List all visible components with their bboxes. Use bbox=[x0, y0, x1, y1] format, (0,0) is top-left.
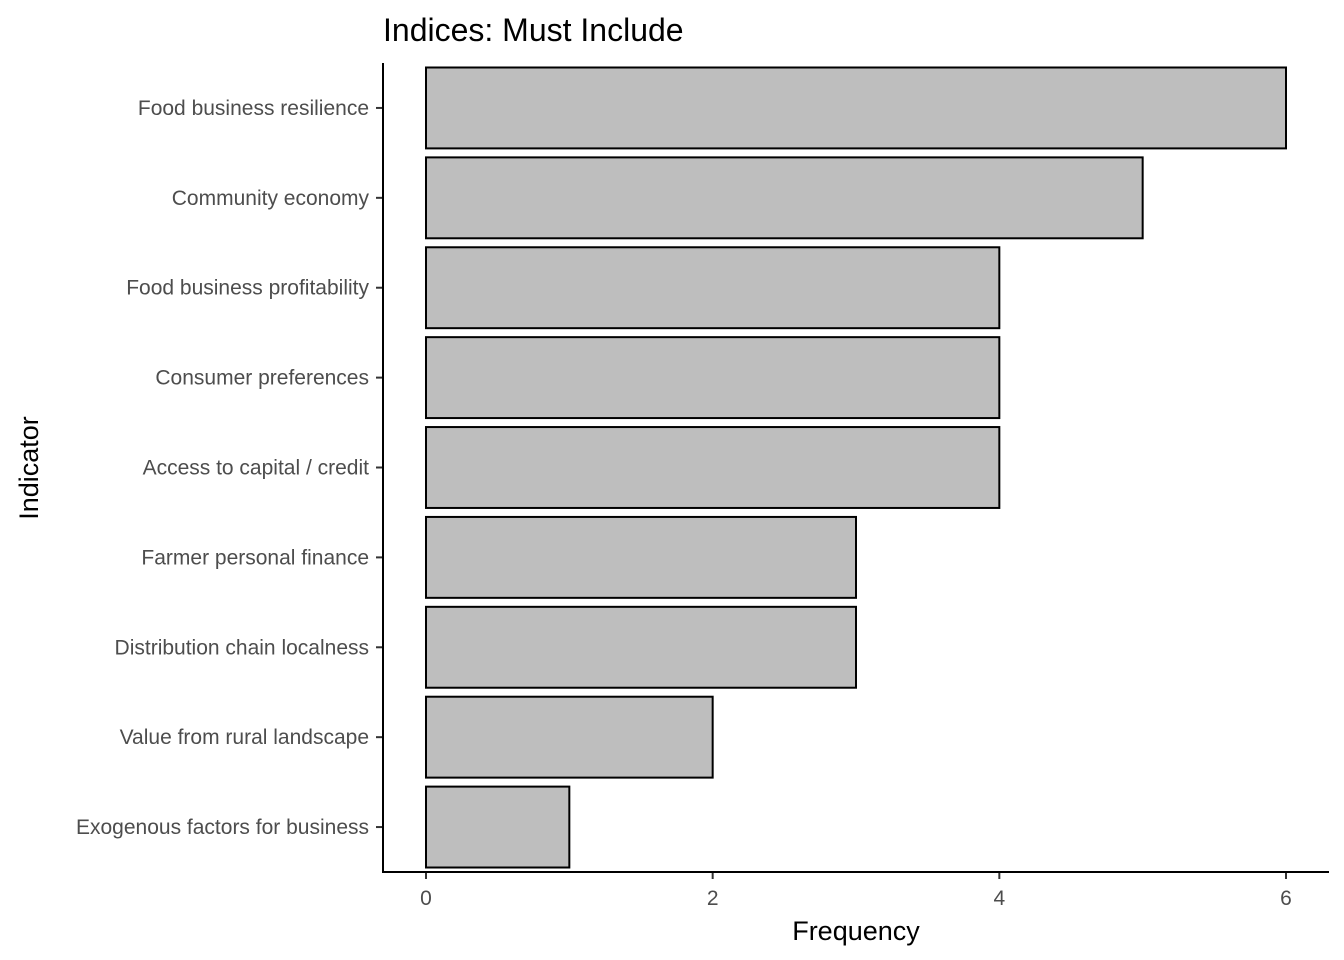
bar bbox=[425, 156, 1144, 240]
y-tick-label: Access to capital / credit bbox=[143, 457, 370, 480]
y-tick-label: Community economy bbox=[172, 187, 370, 210]
bar bbox=[425, 246, 1001, 330]
bar bbox=[425, 785, 571, 869]
x-tick-label: 2 bbox=[707, 887, 719, 910]
bar bbox=[425, 605, 857, 689]
y-tick-label: Consumer preferences bbox=[155, 367, 369, 390]
y-tick-label: Food business resilience bbox=[138, 97, 369, 120]
chart-title: Indices: Must Include bbox=[383, 12, 684, 48]
bar bbox=[425, 426, 1001, 509]
bar bbox=[425, 336, 1001, 420]
x-tick-label: 6 bbox=[1280, 887, 1292, 910]
bars-group bbox=[425, 66, 1287, 869]
y-tick-label: Food business profitability bbox=[126, 277, 369, 300]
bar bbox=[425, 66, 1287, 150]
y-axis-ticks: Food business resilience Community econom… bbox=[76, 97, 383, 839]
x-axis-title: Frequency bbox=[792, 916, 920, 946]
x-tick-label: 0 bbox=[420, 887, 432, 910]
x-axis-ticks: 0 2 4 6 bbox=[420, 872, 1292, 910]
x-tick-label: 4 bbox=[993, 887, 1005, 910]
y-axis-title: Indicator bbox=[14, 416, 44, 520]
bar bbox=[425, 695, 714, 779]
y-tick-label: Exogenous factors for business bbox=[76, 816, 369, 839]
y-tick-label: Farmer personal finance bbox=[141, 546, 369, 569]
y-tick-label: Value from rural landscape bbox=[120, 726, 369, 749]
bar bbox=[425, 515, 857, 599]
y-tick-label: Distribution chain localness bbox=[115, 636, 369, 659]
